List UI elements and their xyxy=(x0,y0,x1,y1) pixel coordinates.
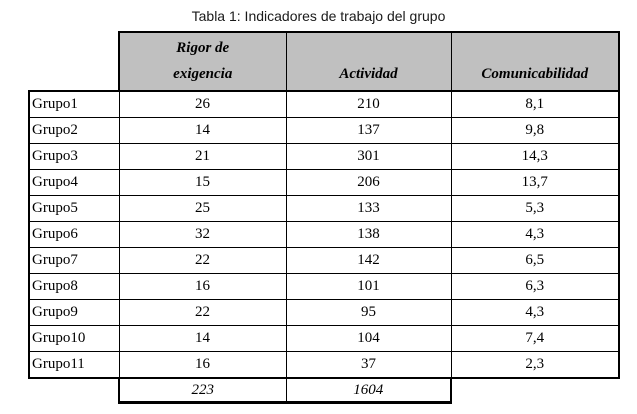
row-label: Grupo7 xyxy=(28,247,120,274)
cell-value: 26 xyxy=(118,90,287,118)
table-row: Grupo10 14 104 7,4 xyxy=(28,325,620,352)
header-row: Rigor de exigencia Actividad Comunicabil… xyxy=(29,31,620,92)
cell-value: 6,5 xyxy=(450,247,620,274)
table-row: Grupo3 21 301 14,3 xyxy=(28,143,620,170)
cell-value: 142 xyxy=(285,247,452,274)
cell-value: 95 xyxy=(285,299,452,326)
cell-value: 16 xyxy=(118,273,287,300)
cell-value: 13,7 xyxy=(450,169,620,196)
table-row: Grupo9 22 95 4,3 xyxy=(28,299,620,326)
cell-value: 37 xyxy=(285,351,452,379)
cell-value: 6,3 xyxy=(450,273,620,300)
table-row: Grupo5 25 133 5,3 xyxy=(28,195,620,222)
column-header-actividad: Actividad xyxy=(285,31,452,92)
cell-value: 5,3 xyxy=(450,195,620,222)
totals-empty-label-cell xyxy=(29,378,119,403)
row-label: Grupo11 xyxy=(28,351,120,379)
cell-value: 21 xyxy=(118,143,287,170)
cell-value: 25 xyxy=(118,195,287,222)
cell-value: 22 xyxy=(118,299,287,326)
row-label: Grupo1 xyxy=(28,90,120,118)
cell-value: 301 xyxy=(285,143,452,170)
cell-value: 4,3 xyxy=(450,299,620,326)
cell-value: 14,3 xyxy=(450,143,620,170)
cell-value: 8,1 xyxy=(450,90,620,118)
cell-value: 7,4 xyxy=(450,325,620,352)
table-caption: Tabla 1: Indicadores de trabajo del grup… xyxy=(191,8,446,24)
row-label: Grupo9 xyxy=(28,299,120,326)
cell-value: 2,3 xyxy=(450,351,620,379)
row-label: Grupo6 xyxy=(28,221,120,248)
table-row: Grupo11 16 37 2,3 xyxy=(28,351,620,379)
indicators-table: Rigor de exigencia Actividad Comunicabil… xyxy=(28,31,620,404)
row-label: Grupo8 xyxy=(28,273,120,300)
cell-value: 4,3 xyxy=(450,221,620,248)
row-label: Grupo5 xyxy=(28,195,120,222)
total-rigor-de-exigencia: 223 xyxy=(118,377,287,404)
cell-value: 14 xyxy=(118,325,287,352)
cell-value: 210 xyxy=(285,90,452,118)
cell-value: 16 xyxy=(118,351,287,379)
cell-value: 138 xyxy=(285,221,452,248)
row-label: Grupo2 xyxy=(28,117,120,144)
table-row: Grupo8 16 101 6,3 xyxy=(28,273,620,300)
total-actividad: 1604 xyxy=(285,377,452,404)
cell-value: 15 xyxy=(118,169,287,196)
totals-empty-comunicabilidad-cell xyxy=(451,378,619,403)
cell-value: 32 xyxy=(118,221,287,248)
cell-value: 137 xyxy=(285,117,452,144)
totals-row: 223 1604 xyxy=(29,377,619,404)
row-label: Grupo3 xyxy=(28,143,120,170)
row-label: Grupo10 xyxy=(28,325,120,352)
column-header-rigor-de-exigencia: Rigor de exigencia xyxy=(118,31,287,92)
cell-value: 101 xyxy=(285,273,452,300)
table-row: Grupo1 26 210 8,1 xyxy=(28,90,620,118)
table-row: Grupo4 15 206 13,7 xyxy=(28,169,620,196)
cell-value: 14 xyxy=(118,117,287,144)
cell-value: 9,8 xyxy=(450,117,620,144)
row-label: Grupo4 xyxy=(28,169,120,196)
cell-value: 206 xyxy=(285,169,452,196)
column-header-comunicabilidad: Comunicabilidad xyxy=(450,31,620,92)
table-row: Grupo6 32 138 4,3 xyxy=(28,221,620,248)
table-row: Grupo2 14 137 9,8 xyxy=(28,117,620,144)
cell-value: 104 xyxy=(285,325,452,352)
cell-value: 133 xyxy=(285,195,452,222)
corner-cell xyxy=(29,32,119,91)
table-row: Grupo7 22 142 6,5 xyxy=(28,247,620,274)
cell-value: 22 xyxy=(118,247,287,274)
table-body: Grupo1 26 210 8,1 Grupo2 14 137 9,8 Grupo3 21 301 1… xyxy=(28,90,620,379)
